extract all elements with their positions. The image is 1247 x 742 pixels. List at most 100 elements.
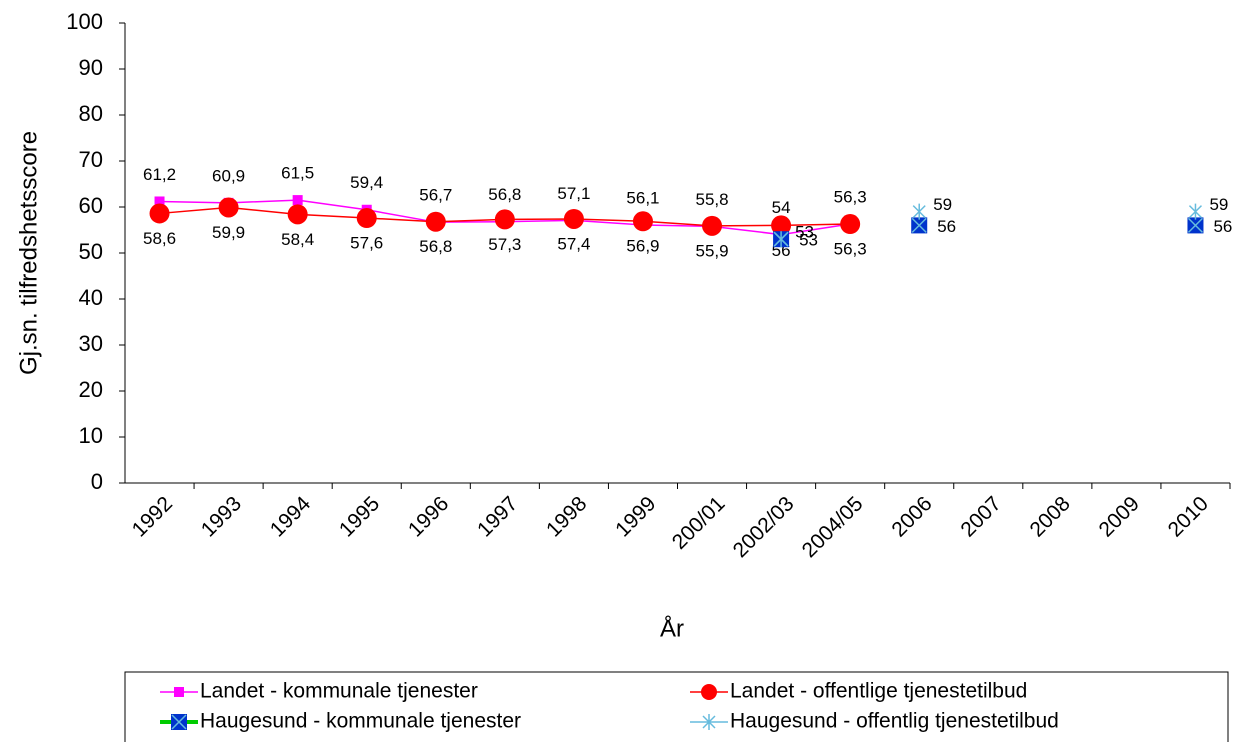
marker [356, 208, 377, 229]
data-label: 55,9 [695, 241, 728, 260]
marker-shape [356, 208, 377, 229]
data-label: 58,6 [143, 229, 176, 248]
marker-shape [287, 204, 308, 225]
data-label: 56 [1213, 217, 1232, 236]
x-tick-label: 200/01 [668, 492, 730, 554]
data-label: 56,3 [834, 240, 867, 259]
marker-shape [771, 215, 792, 236]
marker [1187, 217, 1204, 234]
x-tick-label: 1993 [197, 492, 246, 541]
x-tick-label: 2006 [887, 492, 936, 541]
marker-shape [425, 211, 446, 232]
marker [911, 217, 928, 234]
x-tick-label: 2002/03 [729, 492, 799, 562]
y-tick-label: 100 [66, 9, 103, 34]
x-tick-label: 1999 [611, 492, 660, 541]
x-tick-label: 1996 [404, 492, 453, 541]
marker-shape [154, 196, 165, 207]
marker-shape [632, 211, 653, 232]
data-label: 56 [937, 217, 956, 236]
marker [218, 197, 239, 218]
marker-shape [840, 214, 861, 235]
data-label: 61,2 [143, 165, 176, 184]
x-tick-label: 1995 [335, 492, 384, 541]
data-label: 55,8 [695, 190, 728, 209]
marker-shape [174, 687, 184, 697]
marker [287, 204, 308, 225]
marker-shape [911, 217, 927, 233]
y-tick-label: 0 [91, 469, 103, 494]
y-tick-label: 40 [79, 285, 103, 310]
marker-shape [912, 203, 926, 220]
legend-box [124, 671, 1229, 742]
data-label: 59,9 [212, 223, 245, 242]
y-tick-label: 30 [79, 331, 103, 356]
marker [425, 211, 446, 232]
legend-label: Haugesund - offentlig tjenestetilbud [730, 710, 1059, 733]
data-label: 56,8 [419, 237, 452, 256]
marker [171, 714, 187, 730]
y-tick-label: 80 [79, 101, 103, 126]
x-axis-label: År [660, 614, 684, 642]
legend-label: Landet - offentlige tjenestetilbud [730, 680, 1027, 703]
marker [702, 714, 716, 730]
y-tick-label: 10 [79, 423, 103, 448]
marker [292, 195, 303, 206]
x-tick-label: 1997 [473, 492, 522, 541]
marker-shape [701, 684, 717, 700]
data-label: 59 [1209, 195, 1228, 214]
marker [771, 215, 792, 236]
marker-shape [563, 208, 584, 229]
data-label: 57,4 [557, 234, 590, 253]
x-tick-label: 2007 [956, 492, 1005, 541]
marker-shape [292, 195, 303, 206]
data-label: 56,8 [488, 185, 521, 204]
data-label: 60,9 [212, 166, 245, 185]
marker [149, 203, 170, 224]
marker [1188, 203, 1203, 220]
marker-shape [774, 231, 788, 248]
marker [494, 209, 515, 230]
data-label: 53 [799, 231, 818, 250]
x-tick-label: 2009 [1095, 492, 1144, 541]
x-tick-label: 1994 [266, 492, 316, 542]
y-tick-label: 70 [79, 147, 103, 172]
data-label: 57,1 [557, 184, 590, 203]
marker [912, 203, 926, 220]
data-label: 53 [795, 223, 814, 242]
marker [701, 684, 717, 700]
marker [174, 687, 184, 697]
data-label: 56,1 [626, 188, 659, 207]
y-tick-label: 50 [79, 239, 103, 264]
y-tick-label: 60 [79, 193, 103, 218]
data-label: 61,5 [281, 164, 314, 183]
data-label: 58,4 [281, 230, 314, 249]
y-tick-label: 20 [79, 377, 103, 402]
data-label: 59,4 [350, 173, 383, 192]
x-tick-label: 1992 [128, 492, 177, 541]
data-label: 59 [933, 195, 952, 214]
data-label: 57,3 [488, 235, 521, 254]
x-tick-label: 2004/05 [798, 492, 868, 562]
marker-shape [494, 209, 515, 230]
y-axis-label: Gj.sn. tilfredshetsscore [15, 131, 42, 375]
data-label: 57,6 [350, 234, 383, 253]
legend-label: Landet - kommunale tjenester [200, 680, 478, 703]
marker-shape [702, 714, 716, 730]
data-label: 54 [772, 198, 791, 217]
y-tick-label: 90 [79, 55, 103, 80]
data-label: 56,3 [834, 188, 867, 207]
x-tick-label: 1998 [542, 492, 591, 541]
x-tick-label: 2008 [1026, 492, 1075, 541]
marker-shape [702, 215, 723, 236]
marker [702, 215, 723, 236]
marker [774, 231, 788, 248]
marker [563, 208, 584, 229]
marker-shape [149, 203, 170, 224]
marker [154, 196, 165, 207]
marker [632, 211, 653, 232]
data-label: 56,9 [626, 237, 659, 256]
marker-shape [171, 714, 187, 730]
marker-shape [218, 197, 239, 218]
